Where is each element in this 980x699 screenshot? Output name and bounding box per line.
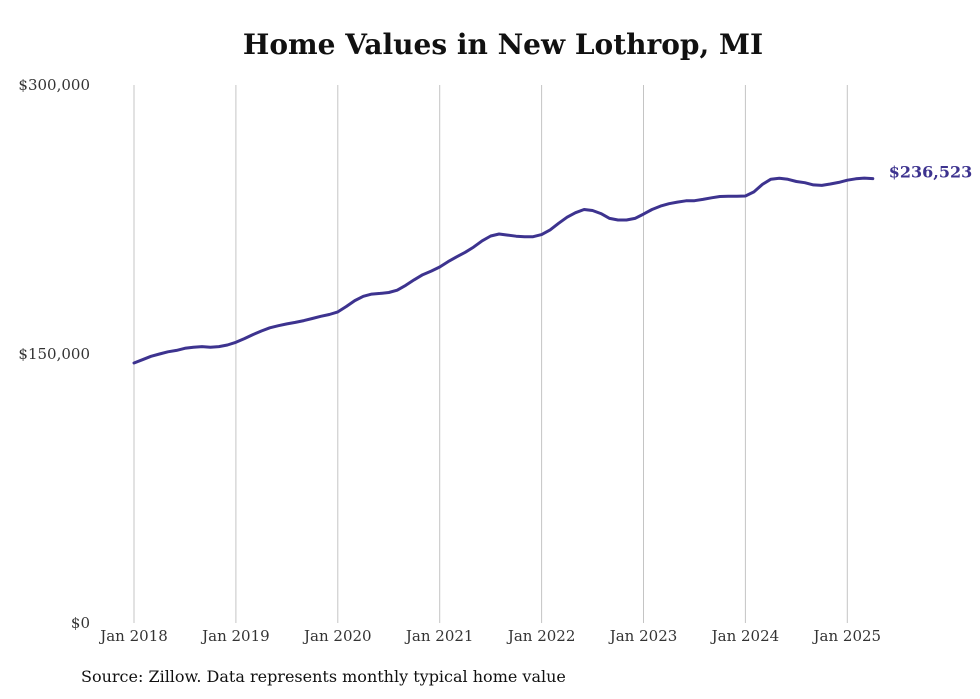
gridlines <box>133 85 848 623</box>
x-tick-label: Jan 2023 <box>608 627 678 645</box>
x-axis-ticks: Jan 2018 Jan 2019 Jan 2020 Jan 2021 Jan 2022… <box>98 627 881 645</box>
series-line <box>132 176 875 365</box>
x-tick-label: Jan 2025 <box>812 627 882 645</box>
y-axis-ticks: $0 $150,000 $300,000 <box>18 76 90 632</box>
x-tick-label: Jan 2020 <box>302 627 372 645</box>
x-tick-label: Jan 2024 <box>710 627 780 645</box>
y-tick-label: $300,000 <box>18 76 90 94</box>
y-tick-label: $150,000 <box>18 345 90 363</box>
x-tick-label: Jan 2019 <box>200 627 270 645</box>
y-tick-label: $0 <box>71 614 90 632</box>
end-value-label: $236,523 <box>889 163 973 182</box>
x-tick-label: Jan 2022 <box>506 627 576 645</box>
x-tick-label: Jan 2018 <box>98 627 168 645</box>
x-tick-label: Jan 2021 <box>404 627 474 645</box>
chart-title: Home Values in New Lothrop, MI <box>242 28 764 61</box>
source-note: Source: Zillow. Data represents monthly … <box>81 667 566 686</box>
